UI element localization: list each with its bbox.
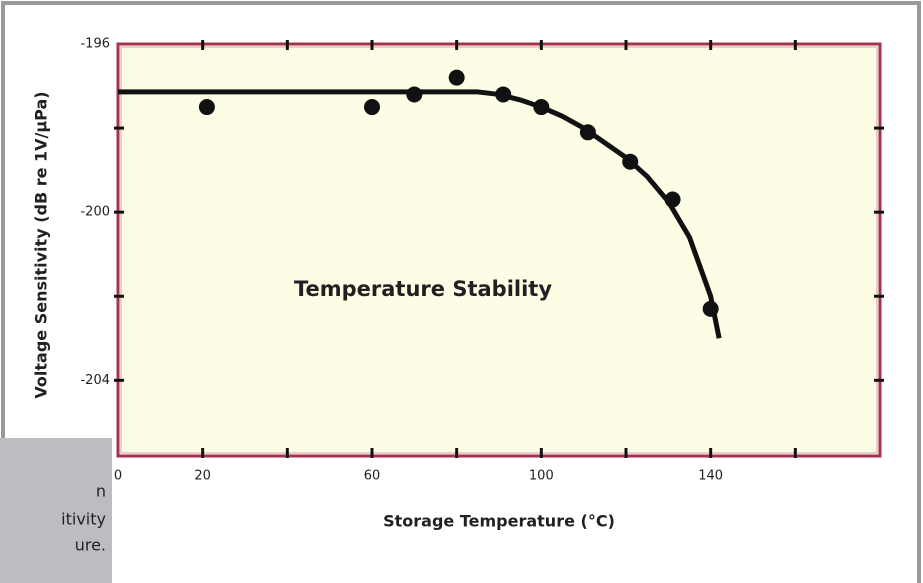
y-tick-label: -204 xyxy=(80,373,110,388)
plot-inner-border xyxy=(120,46,878,454)
fit-curve xyxy=(118,89,722,339)
x-tick-label: 0 xyxy=(114,469,122,484)
caption-box xyxy=(0,438,112,583)
x-tick-label: 140 xyxy=(698,469,723,484)
x-axis-label: Storage Temperature (°C) xyxy=(383,512,615,531)
chart-title: Temperature Stability xyxy=(294,277,552,301)
data-point xyxy=(198,99,215,116)
x-tick-label: 60 xyxy=(364,469,381,484)
y-axis-label: Voltage Sensitivity (dB re 1V/µPa) xyxy=(32,91,51,398)
caption-line: n xyxy=(96,482,106,501)
y-tick-label: -200 xyxy=(80,205,110,220)
data-point xyxy=(448,69,465,86)
y-tick-label: -196 xyxy=(80,37,110,52)
x-tick-label: 100 xyxy=(529,469,554,484)
x-tick-label: 20 xyxy=(194,469,211,484)
data-point xyxy=(406,86,423,103)
caption-line: itivity xyxy=(61,510,106,529)
data-point xyxy=(364,99,380,116)
caption-line: ure. xyxy=(75,536,106,555)
plot-area xyxy=(116,42,882,458)
